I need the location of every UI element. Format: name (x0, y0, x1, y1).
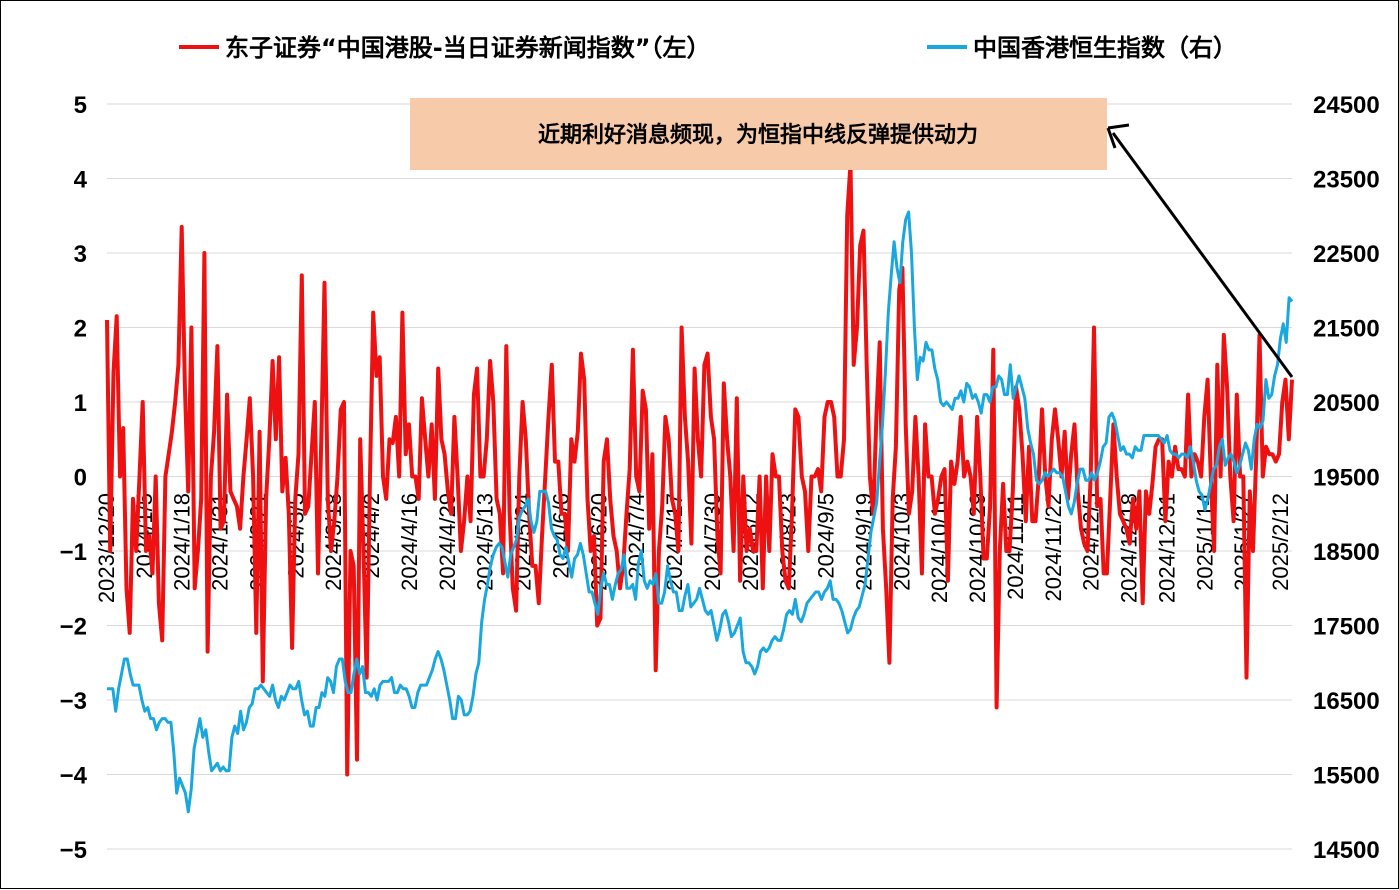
right-tick-label: 24500 (1313, 92, 1380, 119)
series-news-index-line (105, 161, 1294, 777)
left-tick-label: 2 (74, 316, 87, 343)
left-tick-label: −4 (60, 763, 88, 790)
right-tick-label: 16500 (1313, 688, 1380, 715)
legend: 东子证券“中国港股-当日证券新闻指数”（左） 中国香港恒生指数（右） (179, 34, 1237, 62)
x-tick-label: 2024/4/16 (397, 493, 422, 591)
left-tick-label: 4 (74, 167, 88, 194)
annotation: 近期利好消息频现，为恒指中线反弹提供动力 (410, 98, 1294, 378)
right-axis-ticks: 24500 23500 22500 21500 20500 19500 18500 17500… (1313, 92, 1380, 864)
legend-label-news-index: 东子证券“中国港股-当日证券新闻指数”（左） (225, 34, 711, 62)
right-tick-label: 19500 (1313, 465, 1380, 492)
annotation-arrow-line (1111, 132, 1294, 378)
legend-label-hang-seng: 中国香港恒生指数（右） (973, 34, 1237, 62)
left-tick-label: −3 (60, 688, 87, 715)
right-tick-label: 17500 (1313, 614, 1380, 641)
right-tick-label: 18500 (1313, 539, 1380, 566)
left-tick-label: 3 (74, 241, 87, 268)
annotation-text: 近期利好消息频现，为恒指中线反弹提供动力 (538, 122, 978, 148)
right-tick-label: 14500 (1313, 837, 1380, 864)
x-tick-label: 2023/12/20 (94, 493, 119, 603)
x-tick-label: 2024/5/13 (473, 493, 498, 591)
left-tick-label: 0 (74, 465, 87, 492)
right-tick-label: 22500 (1313, 241, 1380, 268)
series-hang-seng-line (107, 210, 1294, 814)
annotation-box (410, 98, 1107, 170)
left-axis-ticks: 5 4 3 2 1 0 −1 −2 −3 −4 −5 (60, 92, 88, 864)
left-tick-label: −1 (60, 539, 87, 566)
x-tick-label: 2024/11/22 (1041, 493, 1066, 601)
x-tick-label: 2025/2/12 (1268, 493, 1293, 591)
annotation-arrowhead (1106, 123, 1130, 149)
right-tick-label: 21500 (1313, 316, 1380, 343)
left-tick-label: 1 (74, 390, 87, 417)
right-tick-label: 23500 (1313, 167, 1380, 194)
left-tick-label: 5 (74, 92, 87, 119)
right-tick-label: 20500 (1313, 390, 1380, 417)
right-tick-label: 15500 (1313, 763, 1380, 790)
left-tick-label: −2 (60, 614, 87, 641)
x-tick-label: 2024/4/29 (435, 493, 460, 591)
x-tick-label: 2024/1/18 (170, 493, 195, 591)
x-tick-label: 2024/9/5 (814, 493, 839, 579)
left-tick-label: −5 (60, 837, 87, 864)
